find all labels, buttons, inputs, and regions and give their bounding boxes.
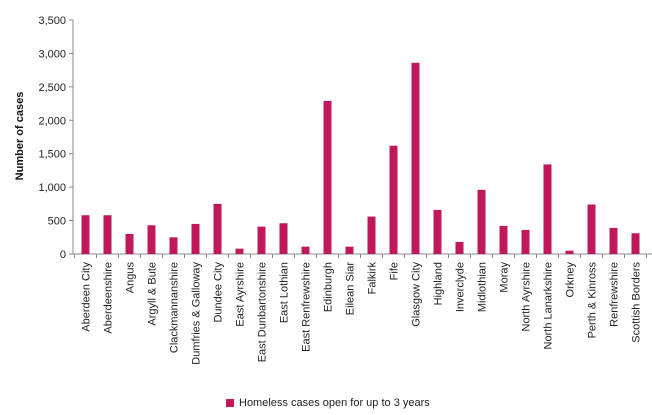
bar [565,250,574,254]
bar [147,225,156,254]
bar [609,227,618,254]
x-tick-label: Perth & Kinross [587,262,599,339]
bar [367,216,376,254]
y-axis-label: Number of cases [14,92,26,181]
x-tick-label: East Ayrshire [235,262,247,327]
x-tick-label: Orkney [565,262,577,298]
x-tick-label: Moray [499,262,511,293]
y-tick-label: 0 [60,249,66,261]
x-tick-label: North Ayrshire [521,262,533,332]
bar [103,215,112,254]
x-tick-label: North Lanarkshire [543,262,555,349]
bars [81,62,640,254]
x-tick-label: East Renfrewshire [301,262,313,352]
category-labels: Aberdeen City Aberdeenshire Angus Argyll & … [81,262,643,365]
legend-label: Homeless cases open for up to 3 years [239,397,430,409]
x-tick-label: Dundee City [213,262,225,323]
bar [477,189,486,254]
x-tick-label: Renfrewshire [609,262,621,327]
bar [433,209,442,254]
bar [631,233,640,254]
x-tick-label: Aberdeenshire [103,262,115,334]
x-axis [73,253,652,258]
bar [411,62,420,254]
x-tick-label: East Lothian [279,262,291,323]
x-tick-label: Eilean Siar [345,262,357,316]
x-tick-label: Clackmannanshire [169,262,181,353]
bar [323,100,332,254]
x-tick-label: Argyll & Bute [147,262,159,326]
bar [169,237,178,254]
bar [301,246,310,254]
bar [345,246,354,254]
bar [191,223,200,254]
y-tick-label: 3,500 [38,15,66,27]
bar [81,215,90,254]
bar [455,241,464,254]
y-tick-label: 2,500 [38,82,66,94]
x-tick-label: Edinburgh [323,262,335,312]
x-tick-label: East Dunbartonshire [257,262,269,362]
x-tick-label: Falkirk [367,262,379,295]
x-tick-label: Angus [125,262,137,294]
x-tick-label: Scottish Borders [631,262,643,343]
x-tick-label: Midlothian [477,262,489,312]
y-tick-label: 1,500 [38,149,66,161]
bar [125,233,134,254]
x-tick-label: Highland [433,262,445,305]
bar [279,223,288,254]
bar [499,225,508,254]
legend: Homeless cases open for up to 3 years [226,397,430,409]
bar [235,248,244,254]
y-tick-label: 2,000 [38,115,66,127]
y-tick-label: 500 [48,216,66,228]
bar [389,145,398,254]
x-tick-label: Glasgow City [411,262,423,327]
x-tick-label: Aberdeen City [81,262,93,332]
legend-swatch [226,399,234,407]
bar [587,204,596,254]
x-tick-label: Dumfries & Galloway [191,262,203,365]
bar [543,164,552,254]
y-tick-label: 1,000 [38,182,66,194]
bar [521,229,530,254]
x-tick-label: Inverclyde [455,262,467,312]
bar [257,226,266,254]
x-tick-label: Fife [389,262,401,280]
bar [213,203,222,254]
y-axis: 0 500 1,000 1,500 2,000 2,500 3,000 3,500 [38,15,74,261]
y-tick-label: 3,000 [38,48,66,60]
